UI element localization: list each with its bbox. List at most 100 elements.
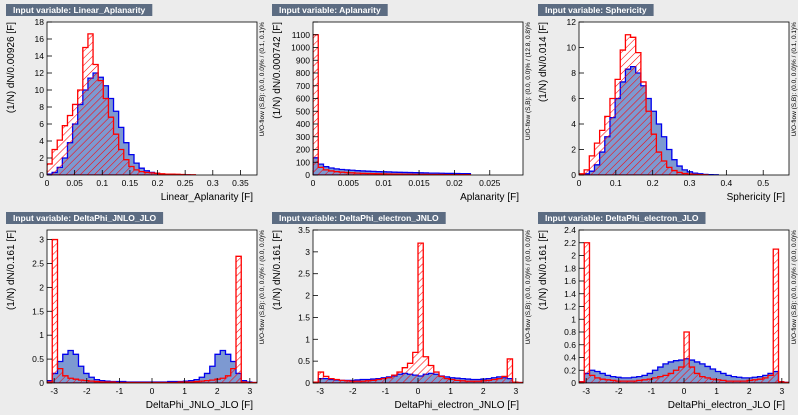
x-tick-label: 0 <box>45 178 50 188</box>
overflow-label: U/O-flow (S,B): (0.0, 0.0)% / (0.1, 0.1)… <box>791 22 798 137</box>
y-axis-title: (1/N) dN/0.00926 [F] <box>6 22 17 113</box>
y-tick-label: 3 <box>39 235 44 245</box>
y-tick-label: 2.5 <box>32 258 44 268</box>
y-tick-label: 10 <box>35 85 45 95</box>
y-tick-label: 6 <box>39 119 44 129</box>
y-tick-label: 1 <box>39 330 44 340</box>
x-tick-label: 0.2 <box>647 178 659 188</box>
y-tick-label: 3.5 <box>298 225 310 235</box>
background-histogram <box>579 34 709 175</box>
chart-title: Input variable: Linear_Aplanarity <box>6 4 153 16</box>
x-tick-label: -2 <box>349 386 357 396</box>
x-tick-label: 2 <box>215 386 220 396</box>
x-axis-title: DeltaPhi_JNLO_JLO [F] <box>146 400 253 411</box>
signal-histogram <box>313 157 472 175</box>
y-tick-label: 1 <box>305 334 310 344</box>
chart-title-text: Input variable: Aplanarity <box>279 5 381 15</box>
chart-title-text: Input variable: Linear_Aplanarity <box>13 5 146 15</box>
y-tick-label: 0.5 <box>298 356 310 366</box>
y-tick-label: 1.5 <box>32 306 44 316</box>
chart-title-text: Input variable: Sphericity <box>545 5 647 15</box>
x-tick-label: -1 <box>648 386 656 396</box>
x-tick-label: 0 <box>311 178 316 188</box>
x-tick-label: -3 <box>582 386 590 396</box>
overflow-label: U/O-flow (S,B): (0.0, 0.0)% / (0.1, 0.1)… <box>259 22 266 137</box>
y-tick-label: 1.8 <box>564 263 576 273</box>
chart-title: Input variable: DeltaPhi_electron_JLO <box>538 212 706 224</box>
x-axis-title: DeltaPhi_electron_JNLO [F] <box>394 400 519 411</box>
overflow-label: U/O-flow (S,B): (0.0, 0.0)% / (0.0, 0.0)… <box>791 230 798 345</box>
x-tick-label: 0.25 <box>177 178 194 188</box>
y-tick-label: 2.5 <box>298 269 310 279</box>
x-tick-label: 0 <box>682 386 687 396</box>
histogram-panel: 0 0.05 0.1 0.15 0.2 0.25 0.3 0.35 0 2 4 6 8 10 12 14 16 1… <box>6 4 266 203</box>
y-tick-label: 0 <box>305 170 310 180</box>
x-tick-label: 0.3 <box>684 178 696 188</box>
x-tick-label: 3 <box>513 386 518 396</box>
y-tick-label: 1100 <box>292 30 311 40</box>
y-axis-title: (1/N) dN/0.161 [F] <box>272 230 283 310</box>
y-tick-label: 12 <box>567 17 577 27</box>
y-tick-label: 700 <box>296 81 310 91</box>
histogram-panel: -3 -2 -1 0 1 2 3 0 0.2 0.4 0.6 0.8 1 1.2 1.4 1.6 1.8 2 2.2… <box>538 212 798 411</box>
y-tick-label: 18 <box>35 17 45 27</box>
x-tick-label: -1 <box>116 386 124 396</box>
y-tick-label: 0 <box>39 170 44 180</box>
x-tick-label: 0.01 <box>375 178 392 188</box>
y-tick-label: 1.5 <box>298 312 310 322</box>
chart-title-text: Input variable: DeltaPhi_electron_JNLO <box>279 213 439 223</box>
y-axis-title: (1/N) dN/0.000742 [F] <box>272 22 283 119</box>
x-axis-title: DeltaPhi_electron_JLO [F] <box>668 400 786 411</box>
x-tick-label: 1 <box>714 386 719 396</box>
x-tick-label: -3 <box>50 386 58 396</box>
chart-title: Input variable: DeltaPhi_electron_JNLO <box>272 212 446 224</box>
x-tick-label: -1 <box>382 386 390 396</box>
x-tick-label: 0.005 <box>338 178 360 188</box>
y-tick-label: 0.2 <box>564 365 576 375</box>
x-tick-label: 0.4 <box>720 178 732 188</box>
y-tick-label: 900 <box>296 55 310 65</box>
x-tick-label: 1 <box>448 386 453 396</box>
histogram-panel: -3 -2 -1 0 1 2 3 0 0.5 1 1.5 2 2.5 3 Input variable: D… <box>6 212 266 411</box>
y-tick-label: 0.8 <box>564 327 576 337</box>
x-tick-label: 2 <box>747 386 752 396</box>
y-tick-label: 0 <box>305 378 310 388</box>
overflow-label: U/O-flow (S,B): (0.0, 0.0)% / (0.0, 0.0)… <box>525 230 532 345</box>
x-tick-label: 0 <box>416 386 421 396</box>
x-tick-label: 0.1 <box>610 178 622 188</box>
y-tick-label: 0.6 <box>564 340 576 350</box>
y-tick-label: 2 <box>39 282 44 292</box>
chart-title: Input variable: DeltaPhi_JNLO_JLO <box>6 212 164 224</box>
x-tick-label: 0 <box>150 386 155 396</box>
x-tick-label: 0.15 <box>122 178 139 188</box>
y-tick-label: 1.2 <box>564 302 576 312</box>
background-histogram <box>47 33 197 175</box>
y-tick-label: 0 <box>39 378 44 388</box>
histogram-panel: 0 0.1 0.2 0.3 0.4 0.5 0 2 4 6 8 10 12 Input variable:… <box>538 4 798 203</box>
histogram-panel: 0 0.005 0.01 0.015 0.02 0.025 0 100 200 300 400 500… <box>272 4 532 203</box>
y-tick-label: 0.5 <box>32 354 44 364</box>
x-tick-label: 3 <box>247 386 252 396</box>
x-tick-label: 0.02 <box>446 178 463 188</box>
y-tick-label: 2.2 <box>564 238 576 248</box>
x-tick-label: 0.35 <box>232 178 249 188</box>
x-tick-label: 0.3 <box>207 178 219 188</box>
y-tick-label: 4 <box>39 136 44 146</box>
y-tick-label: 1.4 <box>564 289 576 299</box>
overflow-label: U/O-flow (S,B): (0.0, 0.0)% / (12.8, 0.8… <box>525 22 532 140</box>
histogram-panel: -3 -2 -1 0 1 2 3 0 0.5 1 1.5 2 2.5 3 3.5 Input variable… <box>272 212 532 411</box>
y-tick-label: 500 <box>296 106 310 116</box>
chart-title-text: Input variable: DeltaPhi_electron_JLO <box>545 213 699 223</box>
background-histogram <box>579 242 789 383</box>
y-axis-title: (1/N) dN/0.161 [F] <box>6 230 17 310</box>
y-tick-label: 2.4 <box>564 225 576 235</box>
y-tick-label: 8 <box>39 102 44 112</box>
chart-title: Input variable: Aplanarity <box>272 4 388 16</box>
background-histogram <box>47 238 257 383</box>
y-tick-label: 100 <box>296 157 310 167</box>
y-tick-label: 1.6 <box>564 276 576 286</box>
y-tick-label: 0.4 <box>564 353 576 363</box>
x-tick-label: 0.025 <box>479 178 501 188</box>
y-tick-label: 8 <box>571 68 576 78</box>
x-tick-label: 0.05 <box>66 178 83 188</box>
